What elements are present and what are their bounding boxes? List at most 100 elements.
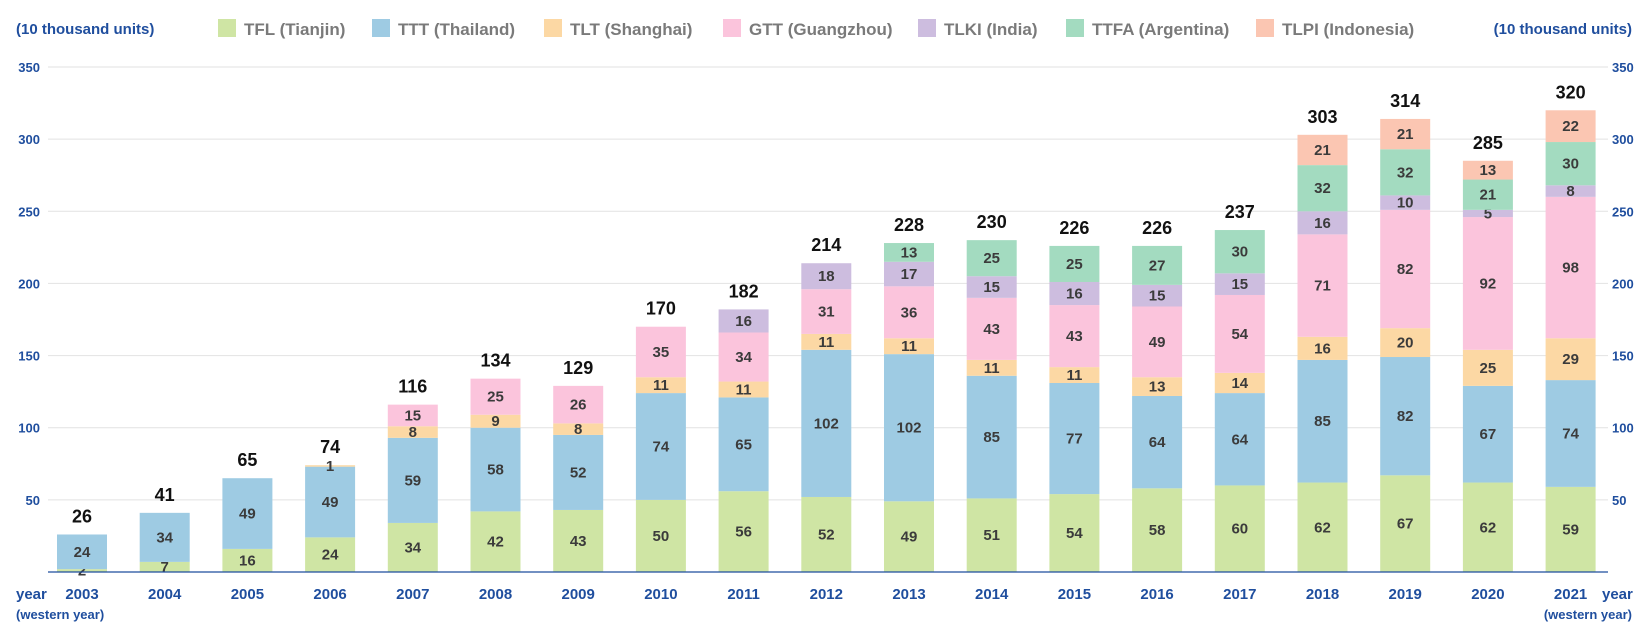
bar-segment <box>1214 230 1265 274</box>
x-tick-label: 2006 <box>313 586 346 603</box>
y-tick-label-left: 300 <box>18 132 40 147</box>
x-tick-label: 2012 <box>810 586 843 603</box>
segment-value-label: 5 <box>1484 205 1492 222</box>
bar-segment <box>387 437 438 523</box>
bar-segment <box>1297 359 1348 483</box>
bar-segment <box>1132 306 1183 378</box>
bar-segment <box>305 466 356 538</box>
segment-value-label: 24 <box>74 544 91 561</box>
x-tick-label: 2005 <box>231 586 264 603</box>
segment-value-label: 58 <box>487 462 504 479</box>
segment-value-label: 15 <box>1149 288 1166 305</box>
segment-value-label: 35 <box>653 344 670 361</box>
y-tick-label-left: 150 <box>18 349 40 364</box>
segment-value-label: 43 <box>983 321 1000 338</box>
segment-value-label: 49 <box>901 529 918 546</box>
segment-value-label: 34 <box>404 539 421 556</box>
segment-value-label: 43 <box>570 533 587 550</box>
segment-value-label: 1 <box>326 458 334 475</box>
bar-segment <box>387 404 438 427</box>
x-tick-label: 2008 <box>479 586 512 603</box>
segment-value-label: 82 <box>1397 261 1414 278</box>
segment-value-label: 62 <box>1314 519 1331 536</box>
segment-value-label: 8 <box>409 424 417 441</box>
segment-value-label: 7 <box>161 559 169 576</box>
x-label-right-sub: (western year) <box>1544 607 1632 622</box>
y-tick-label-right: 250 <box>1612 204 1634 219</box>
bar-stack: 43 52 8 26 <box>553 385 604 572</box>
x-tick-label: 2007 <box>396 586 429 603</box>
bar-segment <box>884 354 934 502</box>
segment-value-label: 16 <box>239 552 256 569</box>
segment-value-label: 20 <box>1397 335 1414 352</box>
bar-stack: 49 102 11 36 17 13 <box>884 243 934 572</box>
bar-segment <box>1049 305 1100 368</box>
bar-segment <box>801 349 852 497</box>
total-value-label: 74 <box>320 437 340 457</box>
bar-stack: 24 49 1 <box>305 458 356 572</box>
y-tick-label-right: 200 <box>1612 276 1634 291</box>
total-value-label: 237 <box>1225 202 1255 222</box>
bar-segment <box>1545 142 1596 186</box>
segment-value-label: 21 <box>1480 187 1497 204</box>
bar-segment <box>1214 485 1265 572</box>
segment-value-label: 14 <box>1231 375 1248 392</box>
bar-segment <box>1049 245 1100 282</box>
segment-value-label: 11 <box>818 334 834 351</box>
segment-value-label: 16 <box>1314 340 1331 357</box>
segment-value-label: 8 <box>574 421 582 438</box>
bar-segment <box>801 333 852 350</box>
total-value-label: 182 <box>729 281 759 301</box>
bar-segment <box>1132 395 1183 489</box>
x-label-left: year <box>16 586 47 603</box>
total-value-label: 134 <box>480 351 510 371</box>
bar-stack: 58 64 13 49 15 27 <box>1132 245 1183 572</box>
bar-segment <box>139 512 190 562</box>
y-tick-label-left: 50 <box>26 493 40 508</box>
bar-segment <box>1545 338 1596 381</box>
segment-value-label: 34 <box>156 529 173 546</box>
total-value-label: 214 <box>811 235 841 255</box>
total-value-label: 314 <box>1390 91 1420 111</box>
legend-item: TLPI (Indonesia) <box>1256 19 1414 39</box>
bar-segment <box>1380 209 1431 329</box>
segment-value-label: 74 <box>653 438 670 455</box>
bar-segment <box>1132 488 1183 572</box>
x-tick-label: 2013 <box>892 586 925 603</box>
bar-segment <box>1297 134 1348 166</box>
x-tick-label: 2009 <box>562 586 595 603</box>
bar-segment <box>1380 195 1431 210</box>
bar-stack: 50 74 11 35 <box>635 326 686 572</box>
bar-segment <box>966 498 1017 572</box>
bar-segment <box>1462 349 1513 386</box>
segment-value-label: 54 <box>1231 326 1248 343</box>
x-tick-label: 2020 <box>1471 586 1504 603</box>
x-axis: 2003 2004 2005 2006 2007 2008 2009 2010 2011 2012… <box>65 586 1587 603</box>
segment-value-label: 11 <box>984 360 1000 377</box>
segment-value-label: 30 <box>1562 156 1579 173</box>
total-value-label: 320 <box>1556 82 1586 102</box>
segment-value-label: 59 <box>404 472 421 489</box>
segment-value-label: 16 <box>735 313 752 330</box>
bar-segment <box>1462 385 1513 483</box>
x-tick-label: 2011 <box>727 586 760 603</box>
x-tick-label: 2003 <box>65 586 98 603</box>
bar-segment <box>1545 110 1596 143</box>
segment-value-label: 65 <box>735 436 752 453</box>
y-unit-left: (10 thousand units) <box>16 21 154 38</box>
y-tick-label-left: 100 <box>18 421 40 436</box>
bar-segment <box>801 496 852 572</box>
bar-segment <box>1049 382 1100 495</box>
segment-value-label: 13 <box>1480 162 1497 179</box>
bar-segment <box>470 511 521 572</box>
segment-value-label: 43 <box>1066 328 1083 345</box>
segment-value-label: 17 <box>901 266 918 283</box>
segment-value-label: 30 <box>1231 244 1248 261</box>
bar-segment <box>635 499 686 572</box>
bar-segment <box>387 426 438 438</box>
y-tick-label-right: 100 <box>1612 421 1634 436</box>
bar-segment <box>966 297 1017 360</box>
legend-item: TLT (Shanghai) <box>544 19 692 39</box>
bar-segment <box>1214 372 1265 394</box>
